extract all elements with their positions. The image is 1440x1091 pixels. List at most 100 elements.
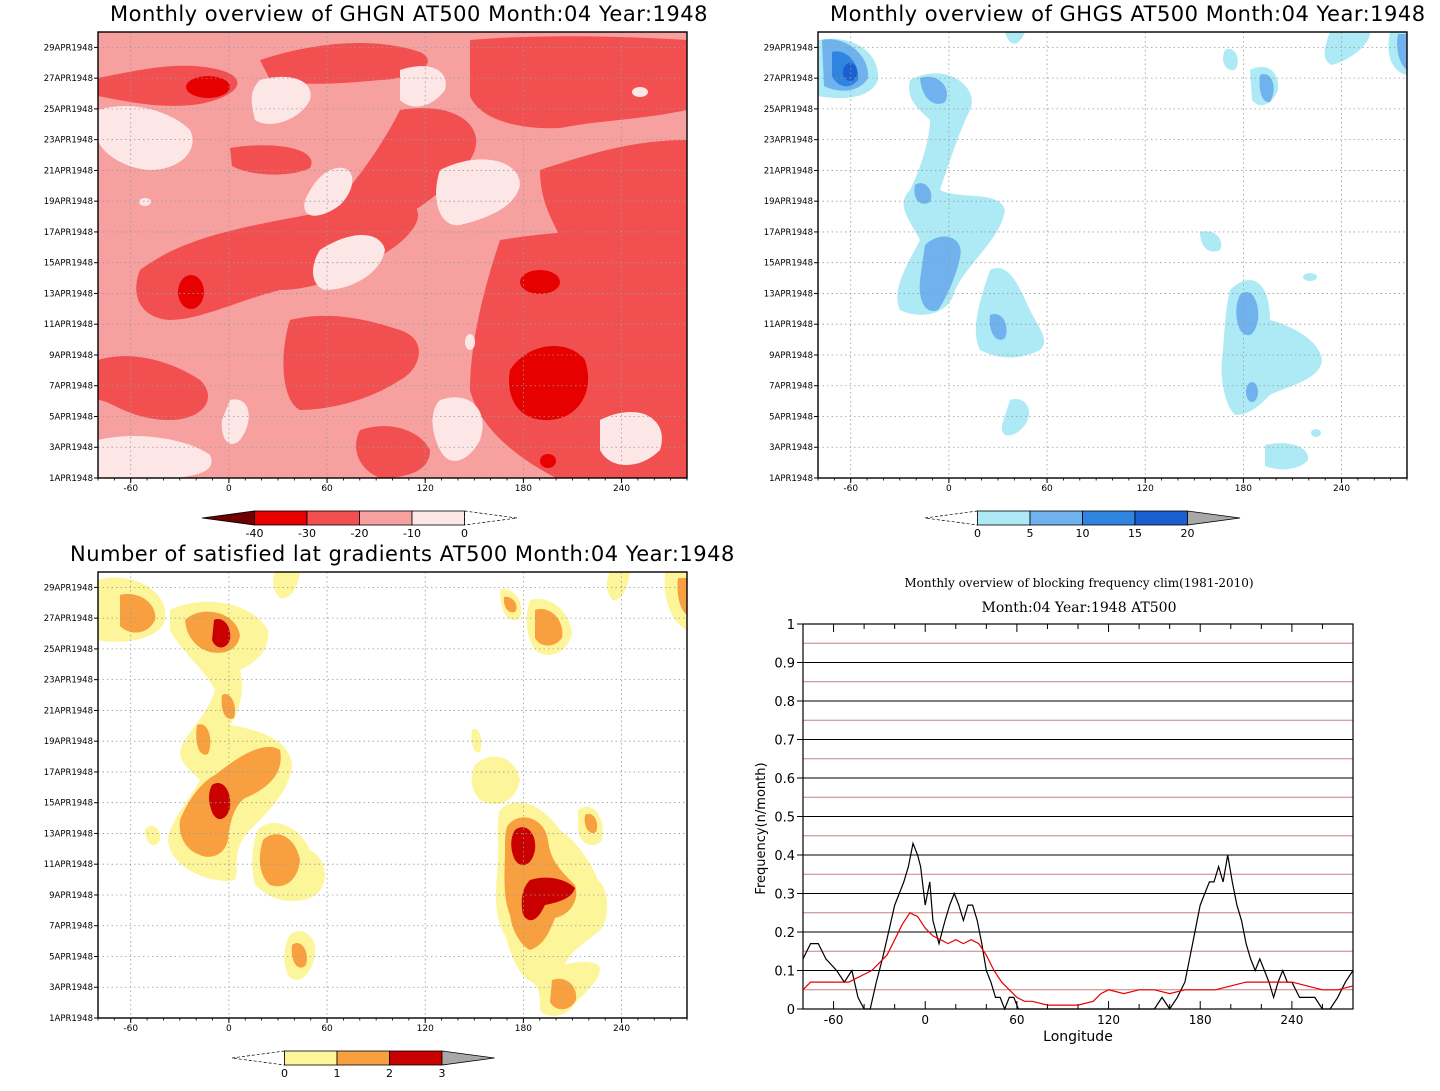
y-tick-label: 27APR1948 xyxy=(764,74,813,84)
colorbar-box xyxy=(359,510,413,526)
y-tick-label: 21APR1948 xyxy=(44,166,93,176)
grad-title: Number of satisfied lat gradients AT500 … xyxy=(70,542,735,566)
grad-chart: -60 0 60 120 180 2401APR19483APR19485APR19487… xyxy=(44,571,688,1080)
y-tick-label: 13APR1948 xyxy=(764,289,813,299)
y-tick-label: 7APR1948 xyxy=(769,382,813,392)
x-tick-label: 240 xyxy=(1280,1013,1303,1027)
y-tick-label: 13APR1948 xyxy=(44,289,93,299)
ghgn-light xyxy=(98,106,193,170)
grad-blob xyxy=(145,825,161,846)
colorbar-arrow-left xyxy=(231,1050,285,1066)
x-tick-label: -60 xyxy=(824,1013,844,1027)
ghgs-blob xyxy=(1311,429,1321,437)
colorbar-arrow-left xyxy=(924,510,978,526)
colorbar-tick-label: 5 xyxy=(1027,527,1034,540)
x-tick-label: 60 xyxy=(1009,1013,1024,1027)
ghgs-mid xyxy=(919,236,961,311)
x-tick-label: 180 xyxy=(515,484,532,494)
grad-mid xyxy=(291,942,307,968)
freq-panel: Monthly overview of blocking frequency c… xyxy=(720,540,1440,1091)
ghgn-light xyxy=(251,76,311,124)
grad-high xyxy=(511,827,536,866)
y-tick-label: 21APR1948 xyxy=(764,166,813,176)
ghgn-light xyxy=(313,235,385,290)
ghgn-light xyxy=(221,399,249,444)
y-tick-label: 19APR1948 xyxy=(44,197,93,207)
colorbar-box xyxy=(1134,510,1188,526)
y-tick-label: 23APR1948 xyxy=(44,136,93,146)
ghgs-blob xyxy=(1265,443,1309,470)
y-tick-label: 27APR1948 xyxy=(44,614,93,624)
colorbar-box xyxy=(306,510,360,526)
x-tick-label: 0 xyxy=(946,484,952,494)
x-tick-label: -60 xyxy=(123,484,138,494)
y-tick-label: 0.5 xyxy=(774,811,795,826)
colorbar-tick-label: 0 xyxy=(461,527,468,540)
ghgs-mid xyxy=(920,76,948,104)
y-tick-label: 17APR1948 xyxy=(44,228,93,238)
grad-mid xyxy=(535,609,563,646)
colorbar-box xyxy=(284,1050,338,1066)
y-tick-label: 0.1 xyxy=(774,965,795,980)
x-tick-label: 0 xyxy=(226,1024,232,1034)
y-tick-label: 9APR1948 xyxy=(49,891,93,901)
y-tick-label: 5APR1948 xyxy=(49,412,93,422)
x-tick-label: 180 xyxy=(1189,1013,1212,1027)
y-tick-label: 15APR1948 xyxy=(44,799,93,809)
y-tick-label: 0.6 xyxy=(774,772,795,787)
grad-mid xyxy=(503,596,517,613)
grad-high xyxy=(209,782,231,820)
y-tick-label: 27APR1948 xyxy=(44,74,93,84)
y-tick-label: 29APR1948 xyxy=(44,583,93,593)
colorbar-tick-label: 15 xyxy=(1128,527,1142,540)
ghgs-title: Monthly overview of GHGS AT500 Month:04 … xyxy=(830,2,1426,26)
ghgn-light xyxy=(400,66,446,107)
y-tick-label: 1APR1948 xyxy=(49,474,93,484)
ghgs-panel: Monthly overview of GHGS AT500 Month:04 … xyxy=(720,0,1440,545)
y-tick-label: 0.2 xyxy=(774,926,795,941)
y-tick-label: 23APR1948 xyxy=(44,676,93,686)
ghgs-blob xyxy=(1223,49,1238,71)
ghgs-blob xyxy=(1303,273,1317,281)
grad-mid xyxy=(550,978,577,1010)
y-tick-label: 15APR1948 xyxy=(764,259,813,269)
x-tick-label: 60 xyxy=(321,484,333,494)
series-line-climatology xyxy=(802,912,1354,1006)
plot-frame xyxy=(97,571,688,1019)
ghgn-band xyxy=(98,356,209,420)
grad-high xyxy=(521,877,575,921)
x-tick-label: 240 xyxy=(613,1024,630,1034)
ghgn-band xyxy=(356,426,430,478)
colorbar-box xyxy=(411,510,465,526)
x-axis-label: Longitude xyxy=(1043,1029,1113,1045)
y-tick-label: 5APR1948 xyxy=(769,412,813,422)
ghgn-light xyxy=(432,397,483,461)
colorbar-box xyxy=(336,1050,390,1066)
y-tick-label: 0.9 xyxy=(774,657,795,672)
x-tick-label: 0 xyxy=(226,484,232,494)
x-tick-label: 240 xyxy=(613,484,630,494)
ghgn-band xyxy=(230,145,312,175)
ghgn-light xyxy=(139,198,151,206)
ghgs-mid xyxy=(989,314,1007,340)
ghgn-spot xyxy=(540,454,556,468)
ghgs-mid xyxy=(1259,74,1274,103)
y-axis-label: Frequency(n/month) xyxy=(754,762,769,894)
ghgn-panel: Monthly overview of GHGN AT500 Month:04 … xyxy=(0,0,720,545)
colorbar-tick-label: 2 xyxy=(386,1067,393,1080)
colorbar-arrow-right xyxy=(1187,510,1241,526)
y-tick-label: 19APR1948 xyxy=(44,737,93,747)
y-tick-label: 19APR1948 xyxy=(764,197,813,207)
ghgn-spot xyxy=(509,346,589,421)
colorbar-tick-label: 3 xyxy=(439,1067,446,1080)
colorbar-tick-label: 0 xyxy=(281,1067,288,1080)
x-tick-label: 120 xyxy=(417,484,434,494)
x-tick-label: -60 xyxy=(843,484,858,494)
y-tick-label: 25APR1948 xyxy=(764,105,813,115)
ghgs-blob xyxy=(1324,32,1370,65)
ghgn-band xyxy=(470,36,687,129)
ghgn-light xyxy=(465,334,475,350)
colorbar-arrow-right xyxy=(464,510,518,526)
y-tick-label: 15APR1948 xyxy=(44,259,93,269)
y-tick-label: 29APR1948 xyxy=(44,43,93,53)
